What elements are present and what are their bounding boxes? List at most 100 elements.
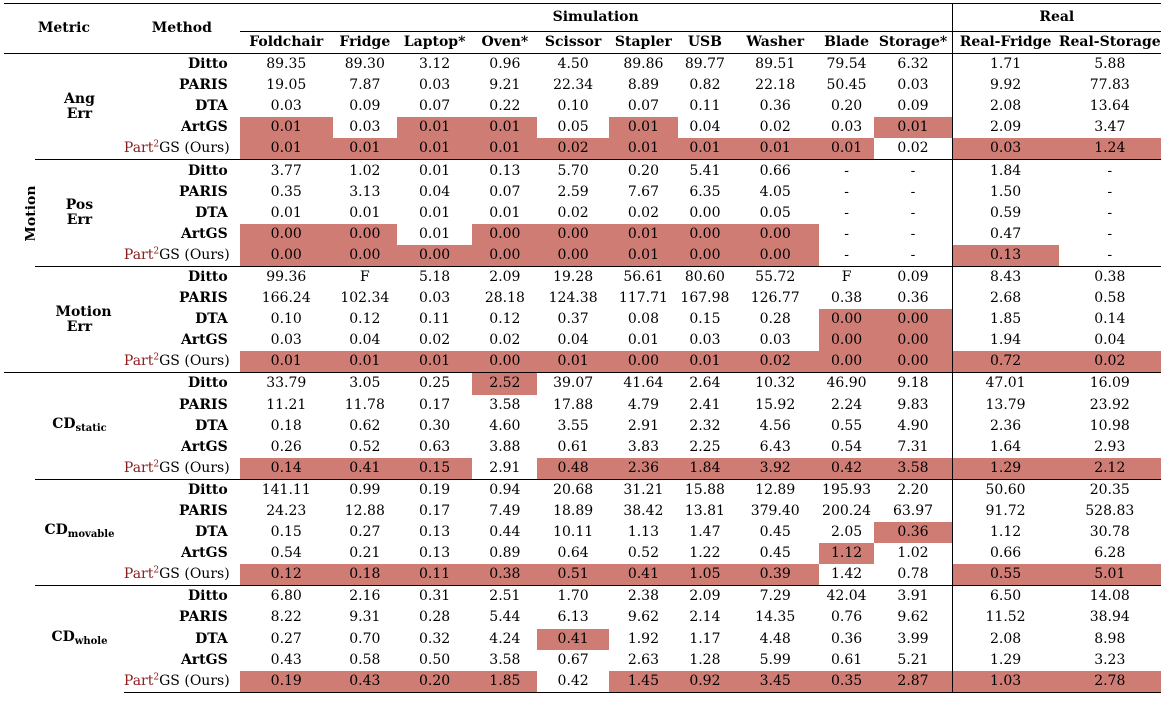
method-label-paris: PARIS [179,609,228,626]
table-cell: 18.89 [553,503,594,520]
table-cell: 0.37 [557,311,589,328]
table-cell: 2.68 [989,290,1022,307]
table-cell: 1.42 [830,566,863,583]
table-cell: 11.78 [344,396,385,413]
table-cell: 124.38 [548,290,598,307]
table-cell: 1.24 [1058,138,1161,160]
table-cell: 0.19 [239,670,333,693]
metric-label-cdm: CDmovable [44,522,115,541]
table-cell: 0.00 [472,244,538,267]
table-cell: 2.14 [689,609,721,626]
table-cell: 0.00 [731,244,819,267]
table-cell: 0.22 [489,98,521,115]
table-cell: 379.40 [750,503,800,520]
table-cell: 0.01 [419,225,451,242]
table-cell: 3.05 [332,372,397,395]
table-cell: 9.31 [349,609,381,626]
table-cell: 0.21 [349,545,381,562]
table-cell: 1.64 [989,438,1022,455]
table-cell: 2.08 [989,98,1022,115]
table-cell: 0.02 [1058,351,1161,373]
table-cell: 10.11 [553,524,594,541]
table-cell: 3.47 [1094,119,1126,136]
table-cell: - [874,159,953,182]
table-cell: - [1107,204,1113,221]
table-cell: 24.23 [266,503,307,520]
table-cell: 0.99 [349,481,381,498]
table-cell: 0.17 [419,503,451,520]
table-cell: 0.35 [270,183,302,200]
table-cell: 4.24 [489,630,521,647]
table-cell: 3.23 [1094,651,1126,668]
table-cell: 8.22 [270,609,302,626]
table-cell: - [1107,225,1113,242]
table-cell: 1.50 [989,183,1022,200]
table-cell: 2.12 [1058,457,1161,480]
table-cell: 2.09 [689,588,721,605]
table-cell: 2.51 [489,588,521,605]
metric-label-pos: Pos Err [65,197,94,229]
table-cell: 4.60 [489,417,521,434]
table-cell: 8.43 [989,268,1022,285]
table-cell: 0.61 [830,651,863,668]
method-label-ditto: Ditto [187,588,228,605]
table-cell: 0.00 [874,351,953,373]
table-cell: 0.26 [270,438,302,455]
table-cell: 0.01 [239,117,333,139]
table-cell: 0.02 [419,332,451,349]
table-row: DTA 0.18 0.62 0.30 4.60 3.55 2.91 2.32 4.56 0.55 4… [4,415,1161,437]
table-cell: 0.02 [557,204,589,221]
table-cell: 28.18 [484,290,525,307]
table-cell: 0.55 [830,417,863,434]
table-cell: 0.00 [689,204,721,221]
table-cell: 0.13 [952,244,1059,267]
table-cell: 56.61 [623,268,664,285]
table-cell: - [844,162,849,179]
table-cell: 0.62 [349,417,381,434]
table-cell: 2.08 [989,630,1022,647]
table-cell: 1.28 [689,651,721,668]
table-cell: 4.56 [759,417,791,434]
column-header-foldchair: Foldchair [249,34,324,50]
table-cell: 0.38 [1094,268,1126,285]
method-label-artgs: ArtGS [180,545,228,562]
method-label-ours: Part2GS (Ours) [123,352,230,370]
table-cell: 14.08 [1089,588,1130,605]
table-cell: 63.97 [874,500,953,523]
column-header-blade: Blade [824,34,870,50]
table-cell: 126.77 [750,290,800,307]
table-cell: 3.55 [557,417,589,434]
table-cell: 0.72 [952,351,1059,373]
table-cell: 0.35 [818,670,875,693]
metric-header: Metric [4,3,124,54]
table-cell: 13.81 [684,503,725,520]
table-cell: 0.12 [349,311,381,328]
table-cell: 30.78 [1089,524,1130,541]
table-cell: 2.59 [557,183,589,200]
table-cell: 6.35 [689,183,721,200]
table-cell: 5.88 [1058,53,1161,76]
column-header-usb: USB [687,34,722,50]
table-cell: 3.45 [731,670,819,693]
table-cell: 0.48 [537,457,609,480]
table-cell: 10.98 [1089,417,1130,434]
table-row: Part2GS (Ours) 0.19 0.43 0.20 1.85 0.42 1.45 0.… [4,670,1161,693]
table-cell: 0.11 [419,311,451,328]
table-cell: 1.85 [989,311,1022,328]
table-cell: 0.07 [419,98,451,115]
table-cell: 5.99 [759,651,791,668]
table-cell: 0.11 [396,564,473,586]
table-cell: 200.24 [822,503,872,520]
table-cell: 0.66 [759,162,791,179]
table-cell: 0.01 [396,117,473,139]
method-label-artgs: ArtGS [180,438,228,455]
table-cell: 0.02 [874,138,953,160]
table-cell: 2.63 [627,651,659,668]
table-row: Part2GS (Ours) 0.00 0.00 0.00 0.00 0.00 0.01 0.… [4,244,1161,267]
table-cell: 0.36 [830,630,863,647]
table-cell: 9.21 [489,77,521,94]
table-cell: 2.91 [489,459,521,476]
table-cell: 0.09 [874,96,953,118]
table-cell: - [1107,246,1113,263]
table-cell: 15.88 [684,481,725,498]
